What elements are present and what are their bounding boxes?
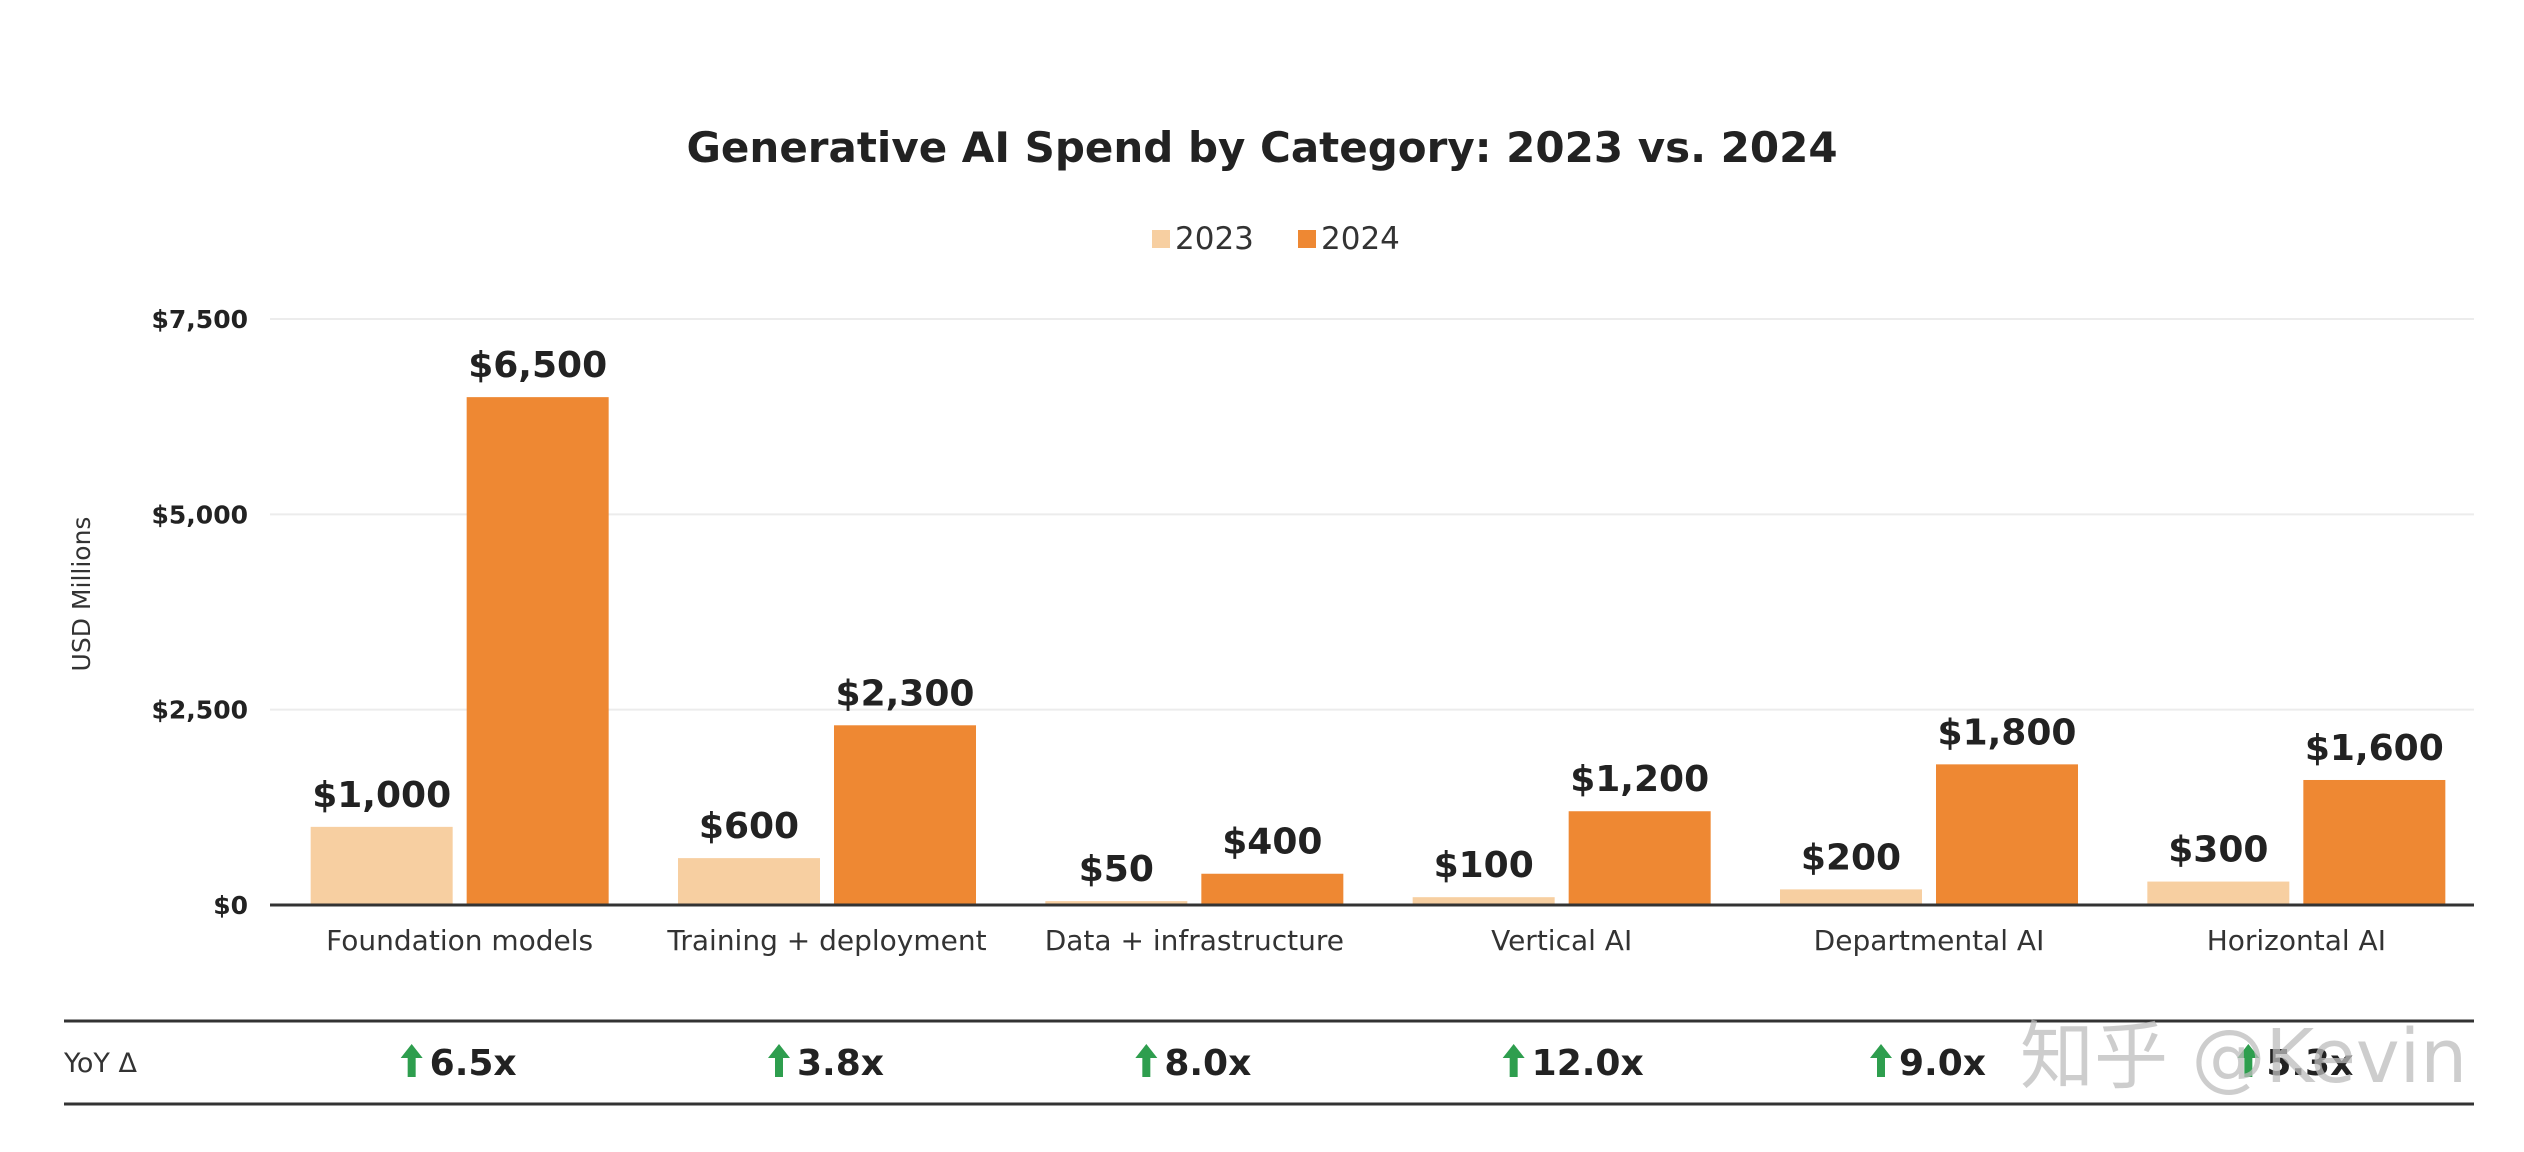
up-arrow-icon [2237,1044,2260,1077]
bar-value-label: $300 [2168,830,2268,871]
bar-value-label: $100 [1434,845,1534,886]
yoy-values: 6.5x 3.8x 8.0x 12.0x 9.0x 5.3x [400,1043,2353,1084]
bar-value-label: $1,800 [1938,712,2077,753]
x-category-label: Training + deployment [666,924,986,957]
legend-label-2024: 2024 [1321,221,1400,257]
bar-2024 [2303,779,2446,905]
yoy-value: 5.3x [2266,1043,2353,1084]
up-arrow-icon [1870,1044,1892,1077]
legend-swatch-2024 [1298,230,1316,248]
bar-value-label: $1,200 [1570,759,1709,800]
up-arrow-icon [400,1044,423,1077]
bar-value-label: $6,500 [468,345,607,386]
chart-title: Generative AI Spend by Category: 2023 vs… [686,123,1837,172]
up-arrow-icon [768,1044,790,1077]
bar-2024 [1201,873,1344,905]
data-labels: $1,000 $6,500 $600 $2,300 $50 $400 $100 $1,200 $… [312,345,2444,890]
y-axis-ticks: $7,500 $5,000 $2,500 $0 [152,305,248,920]
bar-value-label: $50 [1079,849,1154,890]
y-tick-label: $5,000 [152,500,248,529]
x-category-label: Vertical AI [1491,924,1632,957]
up-arrow-icon [1135,1044,1158,1077]
bar-value-label: $400 [1222,822,1322,863]
bar-2023 [1412,897,1555,905]
yoy-value: 6.5x [430,1043,517,1084]
bar-2023 [310,826,453,905]
bar-2023 [1780,889,1922,905]
bar-value-label: $1,600 [2305,728,2444,769]
bar-value-label: $2,300 [836,673,975,714]
bar-2023 [2147,881,2290,905]
gridlines [270,318,2474,711]
bar-2024 [466,397,609,905]
yoy-value: 9.0x [1899,1043,1986,1084]
watermark: 知乎 @Kevin [2020,1014,2467,1100]
yoy-value: 12.0x [1532,1043,1644,1084]
yoy-value: 3.8x [797,1043,884,1084]
legend-swatch-2023 [1152,230,1170,248]
legend: 2023 2024 [1152,221,1400,257]
x-category-label: Departmental AI [1814,924,2045,957]
y-tick-label: $7,500 [152,305,248,334]
x-category-label: Horizontal AI [2207,924,2386,957]
bar-2024 [1936,764,2078,905]
x-category-label: Foundation models [326,924,593,957]
y-axis-label: USD Millions [67,517,96,672]
bar-value-label: $1,000 [312,775,451,816]
bar-2023 [678,858,820,905]
x-category-label: Data + infrastructure [1045,924,1344,957]
up-arrow-icon [1502,1044,1525,1077]
y-tick-label: $0 [213,891,248,920]
x-axis-categories: Foundation models Training + deployment Da… [326,924,2386,957]
yoy-row-label: YoY Δ [63,1048,138,1079]
bar-value-label: $200 [1801,837,1901,878]
legend-label-2023: 2023 [1175,221,1254,257]
bar-value-label: $600 [699,806,799,847]
bar-2024 [1568,811,1711,905]
bars [310,397,2446,905]
yoy-value: 8.0x [1164,1043,1251,1084]
bar-2023 [1045,901,1188,905]
bar-2024 [834,725,976,905]
y-tick-label: $2,500 [152,696,248,725]
